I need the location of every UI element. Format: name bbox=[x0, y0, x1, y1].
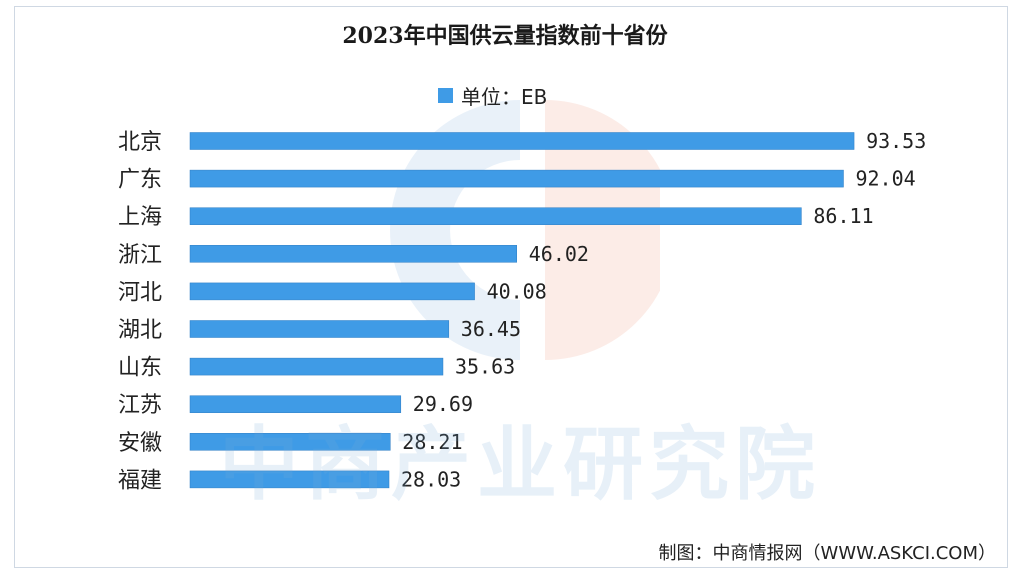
bar bbox=[189, 132, 855, 150]
category-label: 山东 bbox=[118, 356, 162, 381]
data-label: 29.69 bbox=[413, 392, 473, 416]
data-label: 93.53 bbox=[866, 129, 926, 153]
chart-frame bbox=[14, 6, 1008, 568]
data-label: 28.03 bbox=[401, 467, 461, 491]
category-label: 福建 bbox=[118, 468, 162, 493]
bar bbox=[189, 207, 802, 225]
bar bbox=[189, 282, 475, 301]
data-label: 28.21 bbox=[402, 430, 462, 454]
category-label: 江苏 bbox=[118, 393, 162, 418]
data-label: 86.11 bbox=[813, 204, 873, 228]
bar bbox=[189, 433, 391, 451]
bar bbox=[189, 470, 390, 489]
bar bbox=[189, 395, 402, 413]
chart-title: 2023年中国供云量指数前十省份 bbox=[342, 23, 668, 49]
legend-label: 单位：EB bbox=[461, 84, 548, 109]
data-label: 35.63 bbox=[455, 355, 515, 379]
category-label: 上海 bbox=[118, 205, 162, 230]
category-label: 安徽 bbox=[118, 431, 162, 456]
bar bbox=[189, 357, 444, 376]
data-label: 92.04 bbox=[855, 167, 915, 191]
category-label: 湖北 bbox=[118, 318, 162, 343]
source-credit: 制图：中商情报网（WWW.ASKCI.COM） bbox=[658, 543, 996, 564]
legend: 单位：EB bbox=[438, 82, 548, 109]
legend-swatch bbox=[438, 87, 453, 103]
data-label: 36.45 bbox=[461, 317, 521, 341]
category-label: 浙江 bbox=[118, 243, 162, 268]
category-label: 河北 bbox=[118, 280, 162, 305]
data-label: 40.08 bbox=[487, 279, 547, 303]
bar bbox=[189, 169, 844, 188]
category-label: 北京 bbox=[118, 130, 162, 155]
watermark-text: 中商产业研究院 bbox=[219, 418, 821, 511]
category-label: 广东 bbox=[118, 168, 162, 193]
data-label: 46.02 bbox=[529, 242, 589, 266]
bar bbox=[189, 320, 450, 338]
bar bbox=[189, 245, 517, 263]
